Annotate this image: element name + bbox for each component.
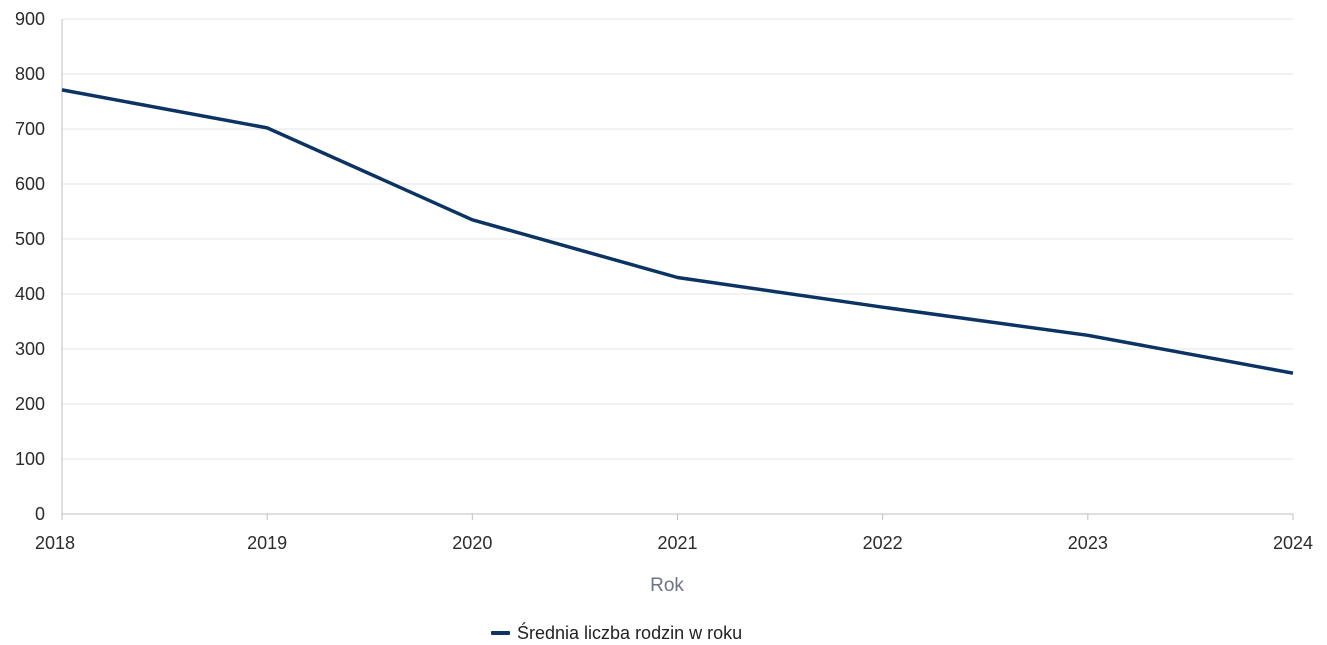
series-line <box>61 88 1294 375</box>
y-tick-label: 800 <box>15 64 45 84</box>
x-tick-label: 2019 <box>247 533 287 553</box>
y-tick-label: 300 <box>15 339 45 359</box>
legend: Średnia liczba rodzin w roku <box>491 622 742 643</box>
x-tick-label: 2018 <box>35 533 75 553</box>
y-tick-label: 700 <box>15 119 45 139</box>
y-tick-label: 900 <box>15 9 45 29</box>
x-tick-labels: 2018 2019 2020 2021 2022 2023 2024 <box>35 533 1313 553</box>
y-tick-label: 600 <box>15 174 45 194</box>
x-tick-label: 2020 <box>452 533 492 553</box>
legend-label: Średnia liczba rodzin w roku <box>517 622 742 643</box>
y-tick-label: 500 <box>15 229 45 249</box>
x-axis-title: Rok <box>650 575 684 596</box>
y-tick-labels: 0 100 200 300 400 500 600 700 800 900 <box>15 9 45 524</box>
legend-swatch <box>491 631 510 635</box>
gridlines <box>62 18 1293 460</box>
axes <box>61 19 1294 520</box>
x-tick-label: 2022 <box>863 533 903 553</box>
x-tick-label: 2021 <box>657 533 697 553</box>
x-tick-label: 2024 <box>1273 533 1313 553</box>
y-tick-label: 400 <box>15 284 45 304</box>
y-tick-label: 100 <box>15 449 45 469</box>
y-tick-label: 200 <box>15 394 45 414</box>
series-lines <box>61 88 1294 375</box>
x-tick-label: 2023 <box>1068 533 1108 553</box>
y-tick-label: 0 <box>35 504 45 524</box>
